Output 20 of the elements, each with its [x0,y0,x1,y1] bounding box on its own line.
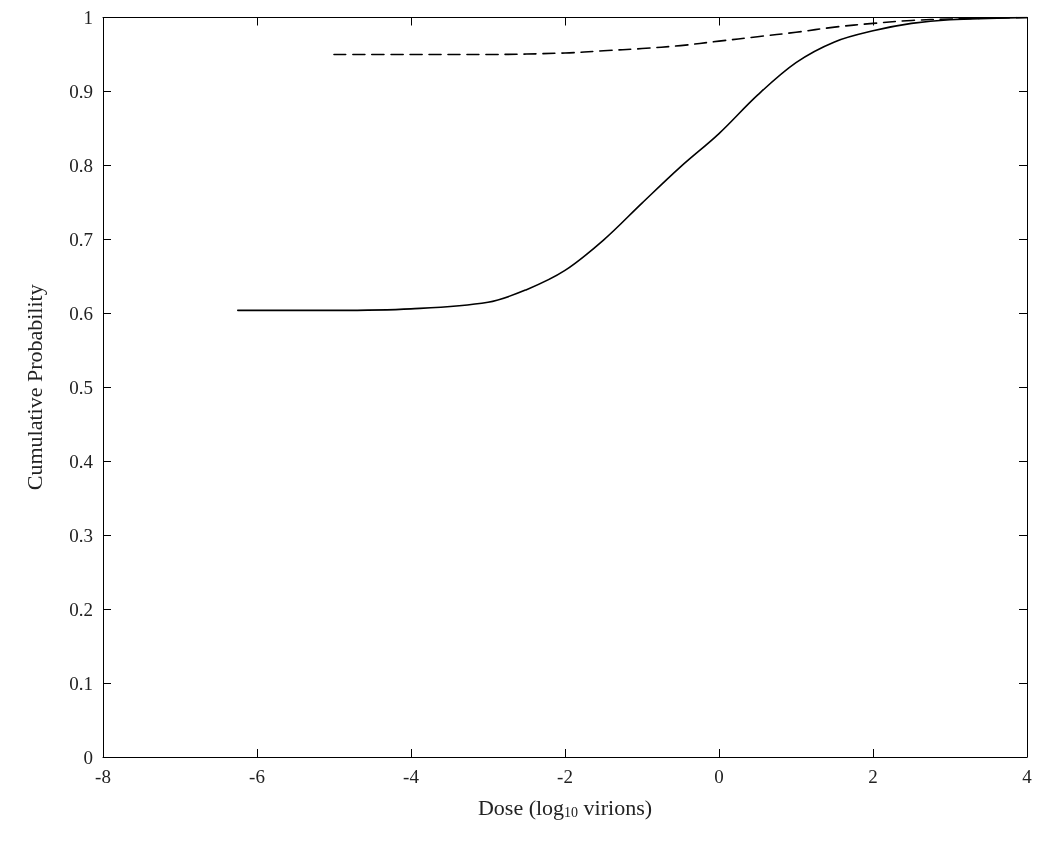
x-tick-label: -6 [249,766,265,787]
x-tick-label: 2 [868,766,878,787]
y-tick-label: 0.9 [69,80,93,102]
y-tick-label: 0.7 [69,228,93,250]
y-tick-label: 1 [83,7,93,28]
y-tick-label: 0.4 [69,450,94,472]
y-tick-label: 0 [83,746,93,768]
x-tick-label: -4 [403,766,420,787]
y-axis-title: Cumulative Probability [21,284,47,491]
y-tick-label: 0.2 [69,598,93,620]
y-tick-label: 0.3 [69,524,93,546]
y-tick-label: 0.6 [69,302,93,324]
x-tick-label: -2 [557,766,573,787]
x-tick-label: 0 [714,766,724,787]
y-tick-label: 0.1 [69,672,93,694]
x-axis-title: Dose (log10 virions) [477,794,653,820]
x-tick-label: 4 [1022,766,1033,787]
y-tick-label: 0.5 [69,376,93,398]
x-tick-label: -8 [95,766,111,787]
y-tick-label: 0.8 [69,154,93,176]
